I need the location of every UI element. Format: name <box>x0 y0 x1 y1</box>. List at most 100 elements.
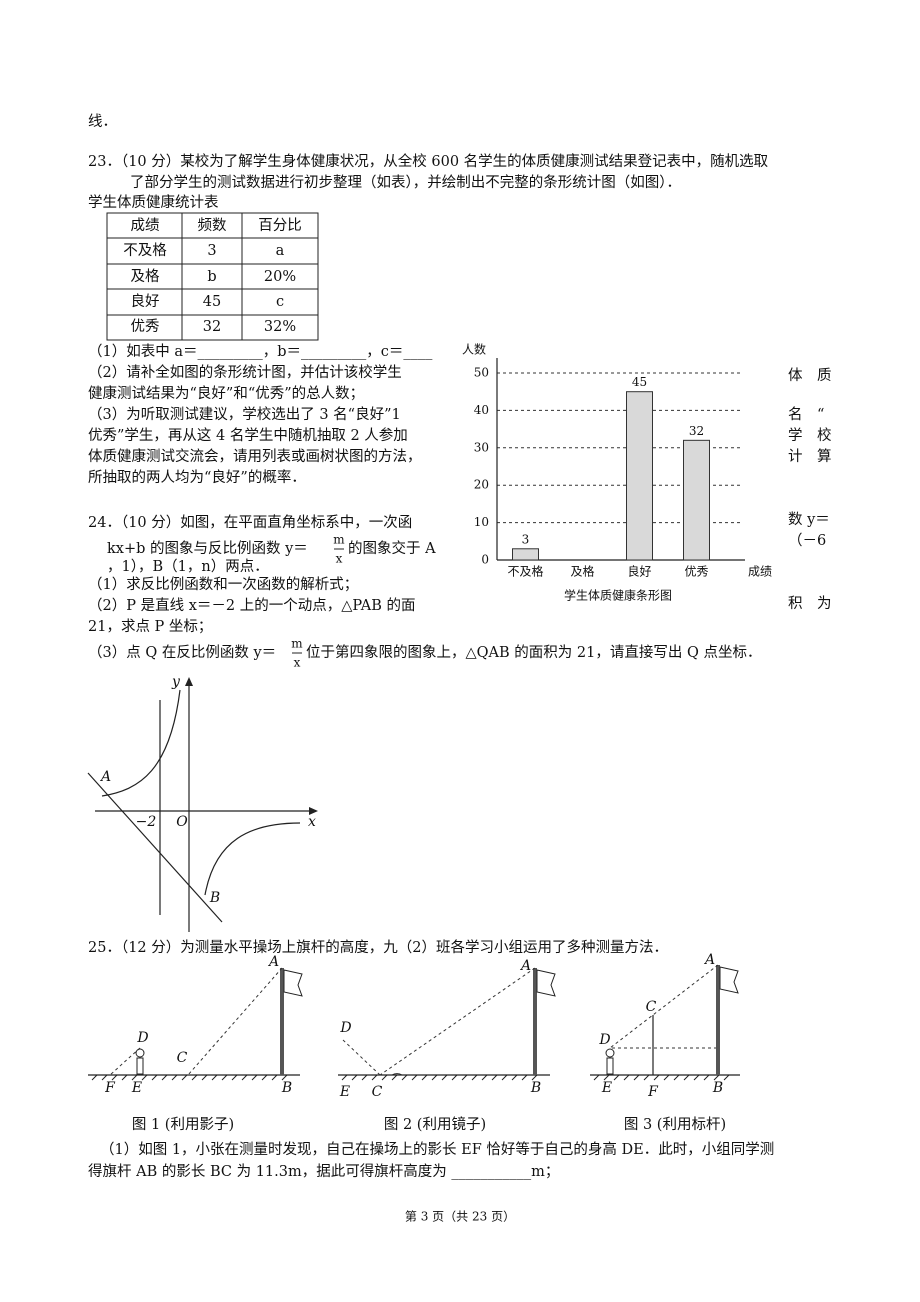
question-line: 健康测试结果为“良好”和“优秀”的总人数； <box>88 385 364 402</box>
figure-label: B <box>281 1080 292 1096</box>
graph-label: x <box>308 814 316 830</box>
table-cell: 32% <box>264 319 296 335</box>
text-fragment: 名 “ <box>788 406 824 423</box>
text-fragment: （－6 <box>788 532 826 549</box>
stat-table <box>106 212 319 341</box>
table-cell: 20% <box>264 269 296 285</box>
fraction-num: m <box>291 637 303 651</box>
figure-label: D <box>136 1030 148 1046</box>
table-header: 频数 <box>198 217 227 234</box>
figure-label: C <box>372 1084 383 1100</box>
x-axis-label: 成绩 <box>748 565 772 579</box>
bar <box>683 439 710 561</box>
text-line: （1）如图 1，小张在测量时发现，自己在操场上的影长 EF 恰好等于自己的身高 … <box>100 1140 774 1158</box>
table-cell: 3 <box>207 243 216 259</box>
text-line: 21，求点 P 坐标； <box>88 618 212 635</box>
y-tick-label: 10 <box>474 515 489 529</box>
chart-title: 学生体质健康条形图 <box>564 588 672 603</box>
text-line: 23．（10 分）某校为了解学生身体健康状况，从全校 600 名学生的体质健康测… <box>88 152 769 170</box>
text-line: 了部分学生的测试数据进行初步整理（如表），并绘制出不完整的条形统计图（如图）． <box>130 174 681 191</box>
question-line: 优秀”学生，再从这 4 名学生中随机抽取 2 人参加 <box>88 427 408 444</box>
figure-label: E <box>339 1084 350 1100</box>
text-line: （3）点 Q 在反比例函数 y＝ <box>88 644 276 661</box>
figure-label: A <box>267 954 279 970</box>
figure-label: B <box>712 1080 723 1096</box>
y-tick-label: 0 <box>481 553 489 567</box>
question-line: （3）为听取测试建议，学校选出了 3 名“良好”1 <box>88 406 401 423</box>
y-tick-label: 30 <box>474 440 489 454</box>
fraction-den: x <box>336 552 343 566</box>
figure-2 <box>338 967 556 1081</box>
table-cell: 及格 <box>131 268 160 285</box>
figure-label: D <box>339 1020 351 1036</box>
text-line: 24．（10 分）如图，在平面直角坐标系中，一次函 <box>88 514 412 531</box>
figure-label: D <box>598 1032 610 1048</box>
table-header: 百分比 <box>258 217 302 234</box>
figure-caption: 图 3 (利用标杆) <box>624 1116 726 1133</box>
text-line: 位于第四象限的图象上，△QAB 的面积为 21，请直接写出 Q 点坐标． <box>306 643 761 661</box>
table-cell: 不及格 <box>123 242 167 259</box>
figure-label: F <box>104 1080 116 1096</box>
figure-label: A <box>519 958 531 974</box>
x-tick-label: 良好 <box>627 564 651 579</box>
text-line: ，1），B（1，n）两点． <box>107 558 269 575</box>
graph-label: B <box>209 890 220 906</box>
chart-background <box>455 342 785 612</box>
figure-label: E <box>131 1080 142 1096</box>
figure-3 <box>590 964 740 1081</box>
table-cell: 良好 <box>131 293 160 310</box>
table-header: 成绩 <box>131 217 160 234</box>
table-cell: 优秀 <box>131 318 160 335</box>
table-cell: c <box>276 294 284 310</box>
table-caption: 学生体质健康统计表 <box>88 194 219 211</box>
table-cell: 32 <box>203 319 221 335</box>
graph-label: O <box>176 814 188 830</box>
text-line: （2）P 是直线 x＝－2 上的一个动点，△PAB 的面 <box>88 597 416 614</box>
bar <box>626 391 653 561</box>
y-tick-label: 50 <box>474 366 489 380</box>
text-line: kx+b 的图象与反比例函数 y＝ <box>107 540 308 557</box>
x-tick-label: 不及格 <box>507 564 543 579</box>
fraction-den: x <box>294 656 301 670</box>
graph-label: A <box>99 769 111 785</box>
graph-label: −2 <box>136 814 157 830</box>
text-fragment: 数 y＝ <box>788 511 830 528</box>
figure-1 <box>88 967 303 1081</box>
text-line: 25．（12 分）为测量水平操场上旗杆的高度，九（2）班各学习小组运用了多种测量… <box>88 939 668 956</box>
table-cell: a <box>276 243 285 259</box>
question-line: 体质健康测试交流会，请用列表或画树状图的方法， <box>88 447 422 465</box>
figure-label: A <box>703 952 715 968</box>
figure-label: C <box>646 999 657 1015</box>
text-fragment: 体 质 <box>788 367 832 384</box>
text-fragment: 积 为 <box>788 595 832 612</box>
graph-label: y <box>171 674 181 690</box>
figure-label: C <box>177 1050 188 1066</box>
x-tick-label: 优秀 <box>684 565 708 579</box>
figure-label: E <box>601 1080 612 1096</box>
y-axis-label: 人数 <box>462 342 486 357</box>
page-footer: 第 3 页（共 23 页） <box>405 1210 515 1224</box>
bar <box>512 548 539 561</box>
data-label: 3 <box>522 532 530 546</box>
fraction-num: m <box>333 533 345 547</box>
question-line: （1）如表中 a＝_________，b＝_________，c＝____ <box>88 343 433 360</box>
figure-label: B <box>530 1080 541 1096</box>
text-fragment: 计 算 <box>788 448 832 465</box>
figure-caption: 图 2 (利用镜子) <box>384 1115 486 1133</box>
text-line: 线． <box>88 113 117 130</box>
x-tick-label: 及格 <box>570 564 594 579</box>
text-line: （1）求反比例函数和一次函数的解析式； <box>88 576 358 593</box>
text-fragment: 学 校 <box>788 427 832 444</box>
text-line: 的图象交于 A <box>348 539 436 557</box>
table-cell: 45 <box>203 294 221 310</box>
data-label: 45 <box>632 375 647 389</box>
figure-caption: 图 1 (利用影子) <box>132 1116 234 1133</box>
function-graph <box>87 677 318 932</box>
table-cell: b <box>207 269 216 285</box>
question-line: （2）请补全如图的条形统计图，并估计该校学生 <box>88 363 402 381</box>
question-line: 所抽取的两人均为“良好”的概率． <box>88 469 306 486</box>
text-line: 得旗杆 AB 的影长 BC 为 11.3m，据此可得旗杆高度为 ________… <box>88 1163 559 1180</box>
y-tick-label: 20 <box>474 478 489 492</box>
figure-label: F <box>647 1084 659 1100</box>
